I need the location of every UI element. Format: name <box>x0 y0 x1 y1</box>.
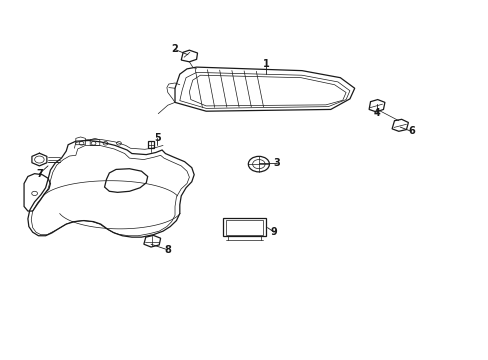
Text: 3: 3 <box>273 158 280 168</box>
Text: 4: 4 <box>373 108 380 118</box>
Text: 7: 7 <box>36 168 42 179</box>
Text: 9: 9 <box>270 227 277 237</box>
Text: 2: 2 <box>171 45 178 54</box>
Text: 5: 5 <box>154 133 161 143</box>
Text: 8: 8 <box>164 245 171 255</box>
Text: 6: 6 <box>407 126 414 136</box>
Bar <box>223 218 265 237</box>
Text: 1: 1 <box>262 59 269 68</box>
Bar <box>225 220 263 235</box>
